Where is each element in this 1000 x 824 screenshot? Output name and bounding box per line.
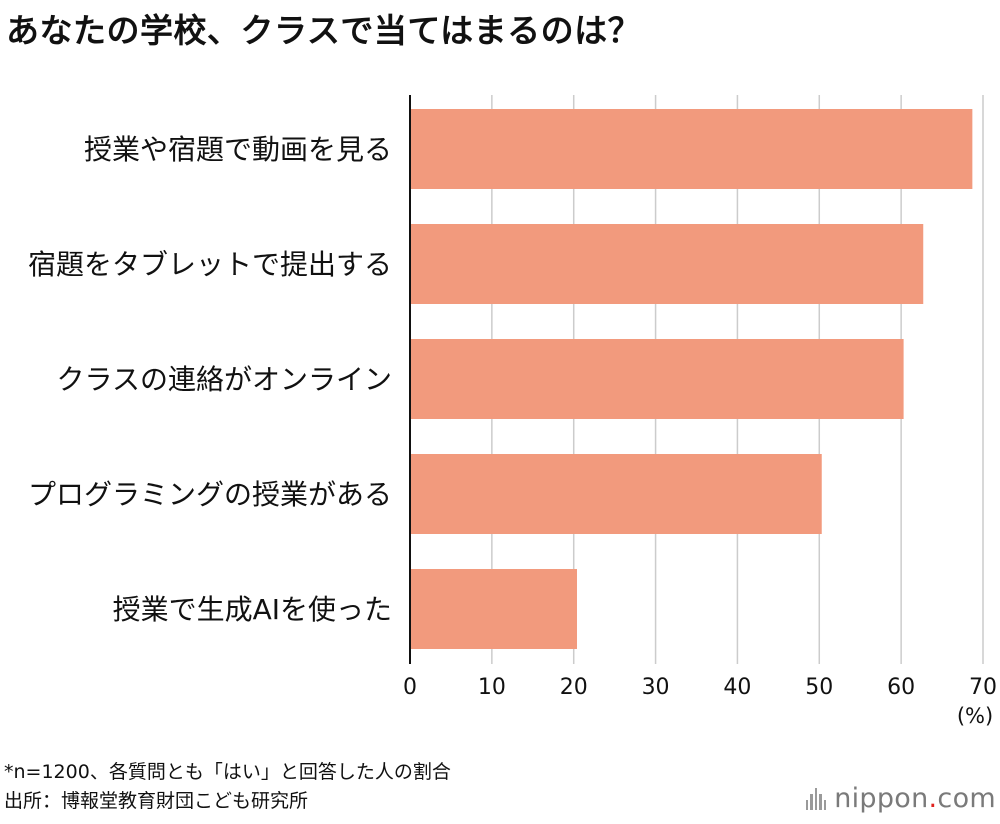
bar [410,224,924,304]
x-axis-unit-label: (%) [957,704,993,728]
bar [410,339,904,419]
bars [410,109,973,649]
logo-wordmark: nippon.com [834,783,996,814]
x-axis-ticks: 0 10 20 30 40 50 60 70 [403,675,997,700]
source-note: 出所：博報堂教育財団こども研究所 [4,790,309,812]
category-label: 授業や宿題で動画を見る [84,133,392,166]
tick-label: 20 [560,675,588,700]
tick-label: 40 [723,675,751,700]
sample-size-note: *n=1200、各質問とも「はい」と回答した人の割合 [4,761,451,783]
tick-label: 30 [642,675,670,700]
tick-label: 70 [969,675,997,700]
category-label: クラスの連絡がオンライン [57,363,392,396]
tick-label: 50 [805,675,833,700]
bar [410,569,577,649]
bar-chart: 授業や宿題で動画を見る宿題をタブレットで提出するクラスの連絡がオンラインプログラ… [28,95,997,728]
nippon-logo: nippon.com [805,783,996,814]
category-label: 宿題をタブレットで提出する [28,248,392,281]
category-label: 授業で生成AIを使った [113,593,392,626]
bar [410,454,822,534]
tick-label: 10 [478,675,506,700]
logo-name: nippon [834,783,929,814]
nippon-logo-icon [805,787,827,810]
bar [410,109,973,189]
logo-tld: com [937,783,996,814]
logo-dot: . [928,783,938,814]
chart-title: あなたの学校、クラスで当てはまるのは？ [6,11,642,50]
tick-label: 60 [887,675,915,700]
tick-label: 0 [403,675,417,700]
category-labels: 授業や宿題で動画を見る宿題をタブレットで提出するクラスの連絡がオンラインプログラ… [28,133,392,626]
category-label: プログラミングの授業がある [28,478,392,511]
